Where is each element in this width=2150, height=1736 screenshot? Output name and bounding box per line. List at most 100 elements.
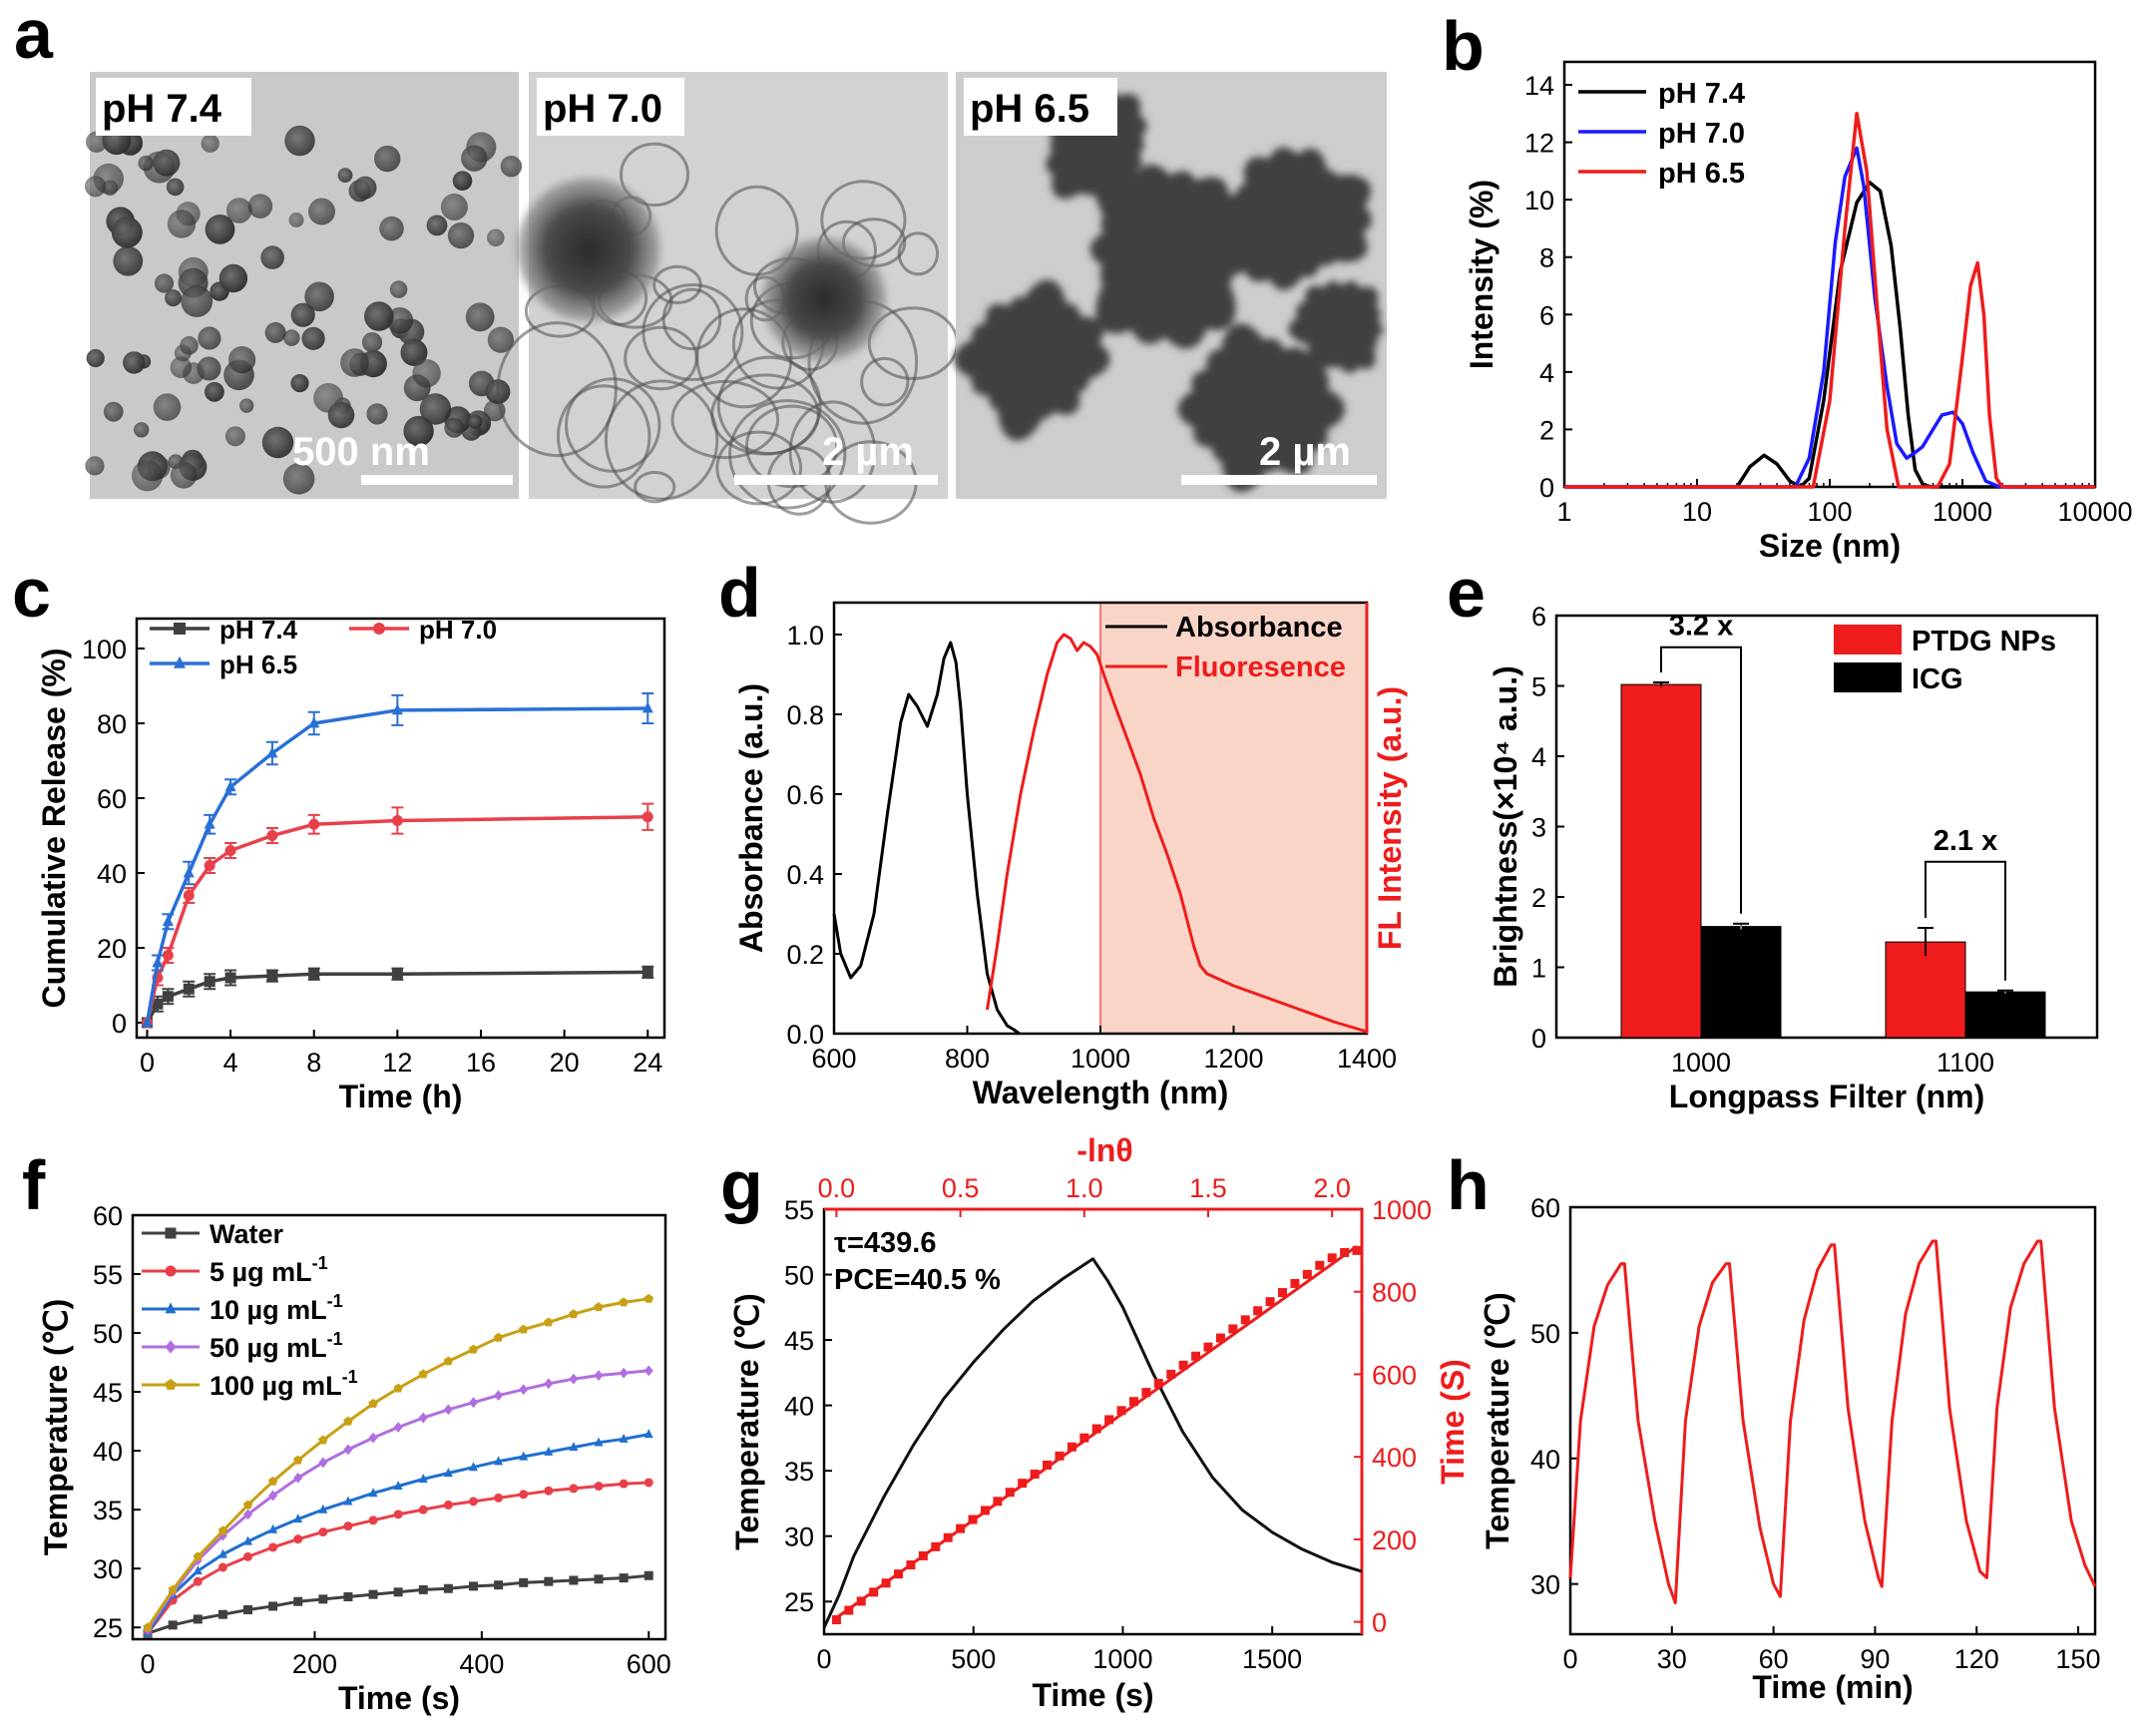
- nanoparticle: [167, 210, 197, 238]
- data-point: [519, 1451, 529, 1461]
- data-point: [544, 1317, 554, 1327]
- legend-marker: [165, 1379, 177, 1390]
- right-tick-label: 200: [1372, 1525, 1417, 1555]
- data-point: [162, 950, 174, 961]
- legend-label-text: 5 µg mL: [210, 1257, 312, 1287]
- data-point: [443, 1468, 453, 1478]
- y-tick-label: 4: [1531, 742, 1546, 772]
- nanoparticle: [85, 176, 107, 198]
- data-point: [468, 1462, 478, 1472]
- legend-label: ICG: [1912, 663, 1963, 695]
- nanoparticle: [134, 422, 150, 438]
- top-tick-label: 1.5: [1189, 1173, 1227, 1203]
- nanoparticle: [444, 417, 465, 438]
- legend-label-superscript: -1: [312, 1253, 328, 1273]
- y-tick-label: 12: [1524, 129, 1554, 159]
- panel-letter-h: h: [1447, 1146, 1490, 1224]
- cooling-data-point: [906, 1560, 916, 1570]
- network-cell: [715, 430, 803, 506]
- y-tick-label: 2: [1539, 415, 1554, 445]
- nanoparticle: [361, 332, 383, 353]
- nanoparticle: [284, 125, 315, 157]
- nanoparticle: [85, 456, 105, 476]
- y-tick-label: 1: [1531, 954, 1546, 984]
- significance-bracket: [1660, 646, 1742, 914]
- nanoparticle: [198, 326, 221, 350]
- nanoparticle: [461, 145, 488, 172]
- data-point: [243, 1535, 253, 1545]
- y-tick-label: 45: [784, 1326, 814, 1356]
- data-point: [193, 1551, 203, 1561]
- cooling-data-point: [1290, 1278, 1300, 1288]
- network-cell: [624, 325, 698, 391]
- data-point: [193, 1565, 203, 1575]
- temperature-profile-line: [822, 1257, 1363, 1629]
- data-point: [644, 1478, 653, 1488]
- nanoparticle: [113, 245, 144, 276]
- data-point: [343, 1416, 353, 1426]
- data-point: [168, 1620, 178, 1630]
- data-point: [368, 1432, 378, 1444]
- y-tick-label: 30: [93, 1554, 123, 1584]
- nanoparticle: [440, 194, 468, 220]
- y-tick-label: 50: [1530, 1319, 1560, 1349]
- data-point: [569, 1484, 579, 1494]
- nanoparticle: [282, 463, 315, 495]
- cooling-data-point: [1079, 1433, 1089, 1443]
- y-tick-label: 25: [93, 1613, 123, 1643]
- network-cell: [745, 404, 839, 489]
- data-point: [318, 1594, 328, 1604]
- cooling-data-point: [1215, 1333, 1225, 1343]
- cooling-data-point: [1203, 1342, 1213, 1352]
- chart-f-heating: 0 200 400 600 25 30 35 40 45 50 55 60 Time (s) Temper…: [38, 1201, 671, 1716]
- cooling-data-point: [1043, 1460, 1053, 1470]
- data-point: [224, 780, 236, 792]
- data-point: [594, 1370, 604, 1381]
- data-point: [168, 1584, 178, 1594]
- legend-label-superscript: -1: [327, 1329, 343, 1349]
- x-tick-label: 10000: [2057, 497, 2132, 527]
- network-cell: [557, 384, 651, 489]
- nanoparticle: [353, 176, 377, 200]
- flower-aggregate-core: [1259, 182, 1335, 257]
- x-axis-title: Time (s): [1032, 1677, 1153, 1713]
- legend-label-superscript: -1: [327, 1291, 343, 1311]
- nanoparticle: [500, 156, 523, 178]
- x-tick-label: 0: [141, 1649, 156, 1679]
- chart-g-pce: 0 500 1000 1500 25 30 35 40 45 50 550.0 0.5 1.0 1.5 2.…: [729, 1132, 1471, 1713]
- x-tick-label: 0: [1562, 1644, 1577, 1674]
- data-point: [619, 1433, 629, 1443]
- nanoparticle: [288, 213, 304, 227]
- bar: [1620, 683, 1702, 1039]
- nanoparticle: [201, 134, 219, 153]
- data-point: [569, 1575, 579, 1585]
- panel-letter-g: g: [720, 1146, 763, 1224]
- right-tick-label: 0: [1372, 1608, 1387, 1638]
- cooling-data-point: [1141, 1388, 1151, 1398]
- nanoparticle: [366, 403, 388, 425]
- legend-label-text: Water: [210, 1219, 284, 1249]
- spectrum-absorbance: [832, 641, 1021, 1036]
- cooling-data-point: [1104, 1415, 1114, 1425]
- cooling-data-point: [943, 1532, 953, 1542]
- y-tick-label: 40: [93, 1437, 123, 1467]
- data-point: [204, 817, 215, 829]
- legend-label: Absorbance: [1175, 612, 1343, 644]
- y-tick-label: 35: [93, 1496, 123, 1525]
- x-tick-label: 1500: [1242, 1644, 1302, 1674]
- legend-label: PTDG NPs: [1912, 626, 2056, 657]
- data-point: [443, 1583, 453, 1593]
- cooling-data-point: [1315, 1260, 1325, 1270]
- top-tick-label: 1.0: [1066, 1173, 1103, 1203]
- nanoparticle: [225, 198, 252, 223]
- data-point: [494, 1390, 504, 1402]
- network-cell: [728, 399, 847, 510]
- nanoparticle: [452, 171, 473, 191]
- nanoparticle: [426, 215, 448, 236]
- cooling-data-point: [1067, 1442, 1076, 1452]
- cooling-data-point: [831, 1615, 841, 1625]
- y-axis-title: Temperature (℃): [38, 1299, 74, 1556]
- nir-ii-shaded-region: [1100, 603, 1367, 1034]
- nanoparticle: [247, 194, 273, 218]
- y-tick-label: 45: [93, 1378, 123, 1408]
